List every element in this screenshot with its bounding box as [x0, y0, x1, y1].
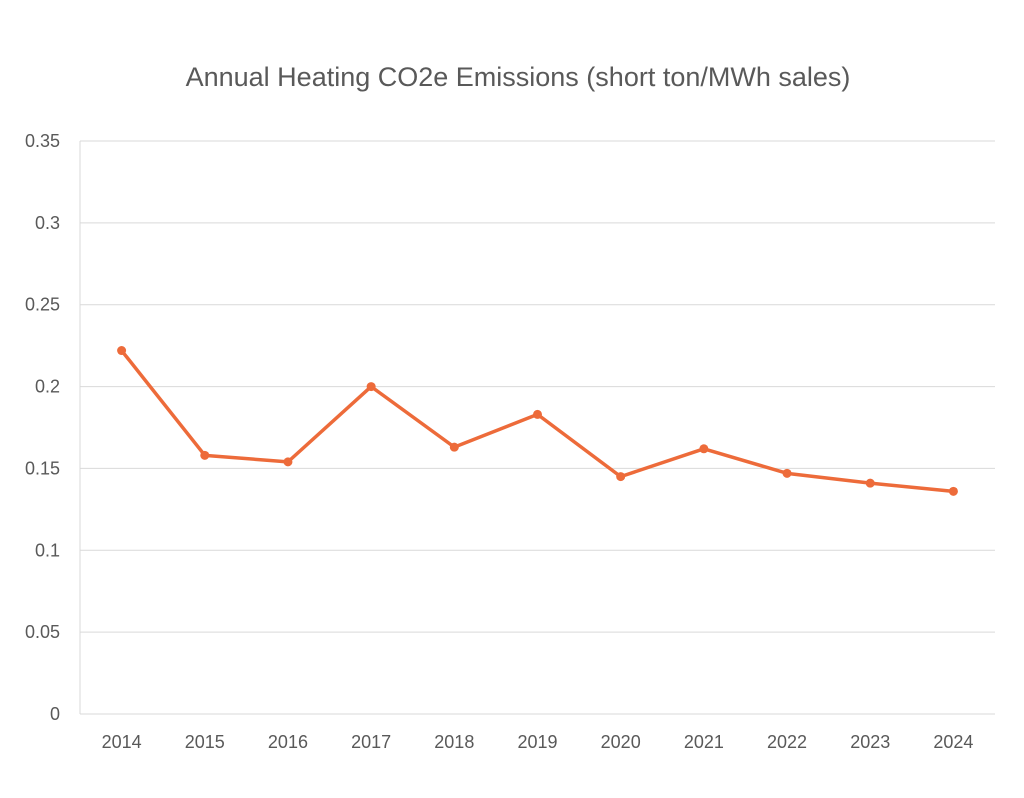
y-tick-label: 0.35 [25, 131, 60, 151]
x-tick-label: 2020 [601, 732, 641, 752]
data-point [283, 457, 293, 467]
data-point [200, 450, 210, 460]
x-tick-label: 2022 [767, 732, 807, 752]
data-point [449, 442, 459, 452]
x-tick-label: 2021 [684, 732, 724, 752]
data-point [865, 478, 875, 488]
y-tick-label: 0.3 [35, 213, 60, 233]
gridlines [80, 140, 995, 633]
data-point [616, 472, 626, 482]
data-point [699, 444, 709, 454]
x-tick-label: 2018 [434, 732, 474, 752]
chart-title: Annual Heating CO2e Emissions (short ton… [185, 62, 851, 92]
y-tick-label: 0.25 [25, 295, 60, 315]
y-tick-label: 0 [50, 704, 60, 724]
series-line [119, 348, 956, 494]
y-tick-label: 0.15 [25, 458, 60, 478]
x-tick-label: 2016 [268, 732, 308, 752]
y-tick-labels: 0 0.05 0.1 0.15 0.2 0.25 0.3 0.35 [25, 131, 60, 724]
data-point [782, 468, 792, 478]
series [117, 346, 958, 496]
data-point [366, 382, 376, 392]
y-tick-label: 0.2 [35, 377, 60, 397]
y-tick-label: 0.05 [25, 622, 60, 642]
x-tick-label: 2019 [517, 732, 557, 752]
axes [79, 141, 995, 715]
x-tick-label: 2024 [933, 732, 973, 752]
x-tick-labels: 2014 2015 2016 2017 2018 2019 2020 2021 2022 2023… [102, 732, 974, 752]
data-point [533, 409, 542, 419]
y-tick-label: 0.1 [35, 540, 60, 560]
data-point [948, 486, 958, 496]
x-tick-label: 2017 [351, 732, 391, 752]
x-tick-label: 2014 [102, 732, 142, 752]
x-tick-label: 2023 [850, 732, 890, 752]
data-point [117, 346, 127, 356]
x-tick-label: 2015 [185, 732, 225, 752]
